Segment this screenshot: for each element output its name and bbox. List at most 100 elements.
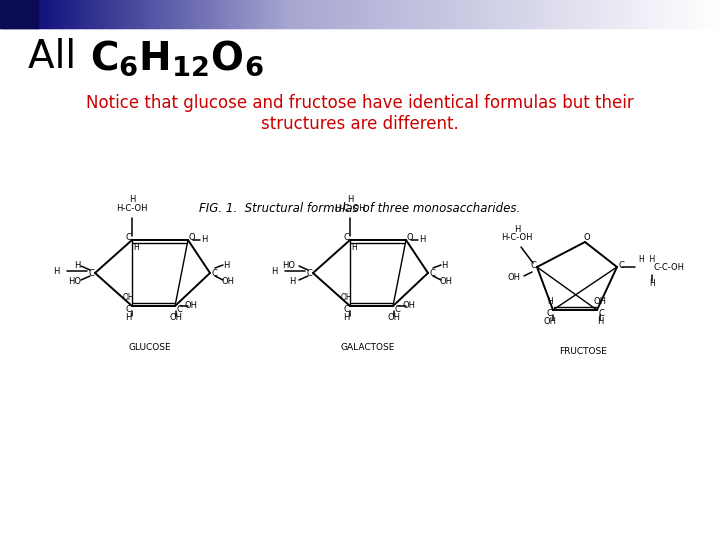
Bar (211, 0, 215, 28)
Bar (50, 0, 54, 28)
Bar (449, 0, 452, 28)
Bar (665, 0, 668, 28)
Text: H  H: H H (639, 255, 655, 265)
Bar (223, 0, 227, 28)
Text: OH: OH (508, 273, 521, 281)
Bar (670, 0, 673, 28)
Bar (506, 0, 510, 28)
Bar (631, 0, 634, 28)
Bar (108, 0, 112, 28)
Bar (394, 0, 397, 28)
Bar (581, 0, 584, 28)
Bar (331, 0, 335, 28)
Bar (691, 0, 695, 28)
Bar (444, 0, 447, 28)
Bar (535, 0, 539, 28)
Bar (358, 0, 361, 28)
Bar (72, 0, 76, 28)
Bar (67, 0, 71, 28)
Bar (367, 0, 371, 28)
Text: OH: OH (222, 276, 235, 286)
Text: C: C (530, 260, 536, 269)
Bar (425, 0, 428, 28)
Bar (0, 0, 4, 28)
Bar (365, 0, 368, 28)
Text: H-C-OH: H-C-OH (116, 204, 148, 213)
Bar (259, 0, 263, 28)
Text: C: C (598, 308, 604, 318)
Bar (679, 0, 683, 28)
Bar (598, 0, 601, 28)
Bar (115, 0, 119, 28)
Bar (266, 0, 270, 28)
Bar (420, 0, 423, 28)
Bar (463, 0, 467, 28)
Bar (567, 0, 570, 28)
Bar (120, 0, 123, 28)
Bar (137, 0, 140, 28)
Bar (7, 0, 11, 28)
Bar (391, 0, 395, 28)
Bar (662, 0, 666, 28)
Text: C: C (125, 233, 131, 242)
Bar (106, 0, 109, 28)
Bar (34, 0, 37, 28)
Bar (672, 0, 675, 28)
Text: C: C (343, 233, 349, 242)
Bar (387, 0, 390, 28)
Bar (264, 0, 267, 28)
Bar (504, 0, 508, 28)
Bar (307, 0, 310, 28)
Bar (216, 0, 220, 28)
Bar (319, 0, 323, 28)
Bar (528, 0, 531, 28)
Bar (372, 0, 375, 28)
Text: H: H (271, 267, 278, 275)
Bar (405, 0, 409, 28)
Bar (377, 0, 380, 28)
Bar (225, 0, 229, 28)
Bar (456, 0, 459, 28)
Bar (396, 0, 400, 28)
Bar (408, 0, 411, 28)
Bar (499, 0, 503, 28)
Bar (600, 0, 603, 28)
Bar (235, 0, 238, 28)
Bar (480, 0, 483, 28)
Bar (254, 0, 258, 28)
Text: H-C-OH: H-C-OH (334, 204, 366, 213)
Text: C: C (211, 268, 217, 278)
Bar (518, 0, 522, 28)
Bar (362, 0, 366, 28)
Text: C: C (546, 308, 552, 318)
Bar (283, 0, 287, 28)
Bar (353, 0, 356, 28)
Text: H: H (351, 244, 357, 253)
Bar (247, 0, 251, 28)
Bar (5, 0, 8, 28)
Text: OH: OH (122, 294, 134, 302)
Bar (693, 0, 697, 28)
Text: H: H (129, 195, 135, 205)
Bar (271, 0, 274, 28)
Text: H: H (547, 298, 553, 307)
Bar (139, 0, 143, 28)
Bar (274, 0, 277, 28)
Bar (166, 0, 169, 28)
Bar (557, 0, 560, 28)
Bar (495, 0, 498, 28)
Bar (163, 0, 166, 28)
Bar (302, 0, 306, 28)
Bar (338, 0, 342, 28)
Bar (706, 0, 709, 28)
Bar (171, 0, 174, 28)
Bar (446, 0, 450, 28)
Bar (698, 0, 702, 28)
Bar (281, 0, 284, 28)
Bar (300, 0, 303, 28)
Bar (22, 0, 25, 28)
Bar (91, 0, 94, 28)
Bar (619, 0, 623, 28)
Bar (192, 0, 195, 28)
Bar (667, 0, 670, 28)
